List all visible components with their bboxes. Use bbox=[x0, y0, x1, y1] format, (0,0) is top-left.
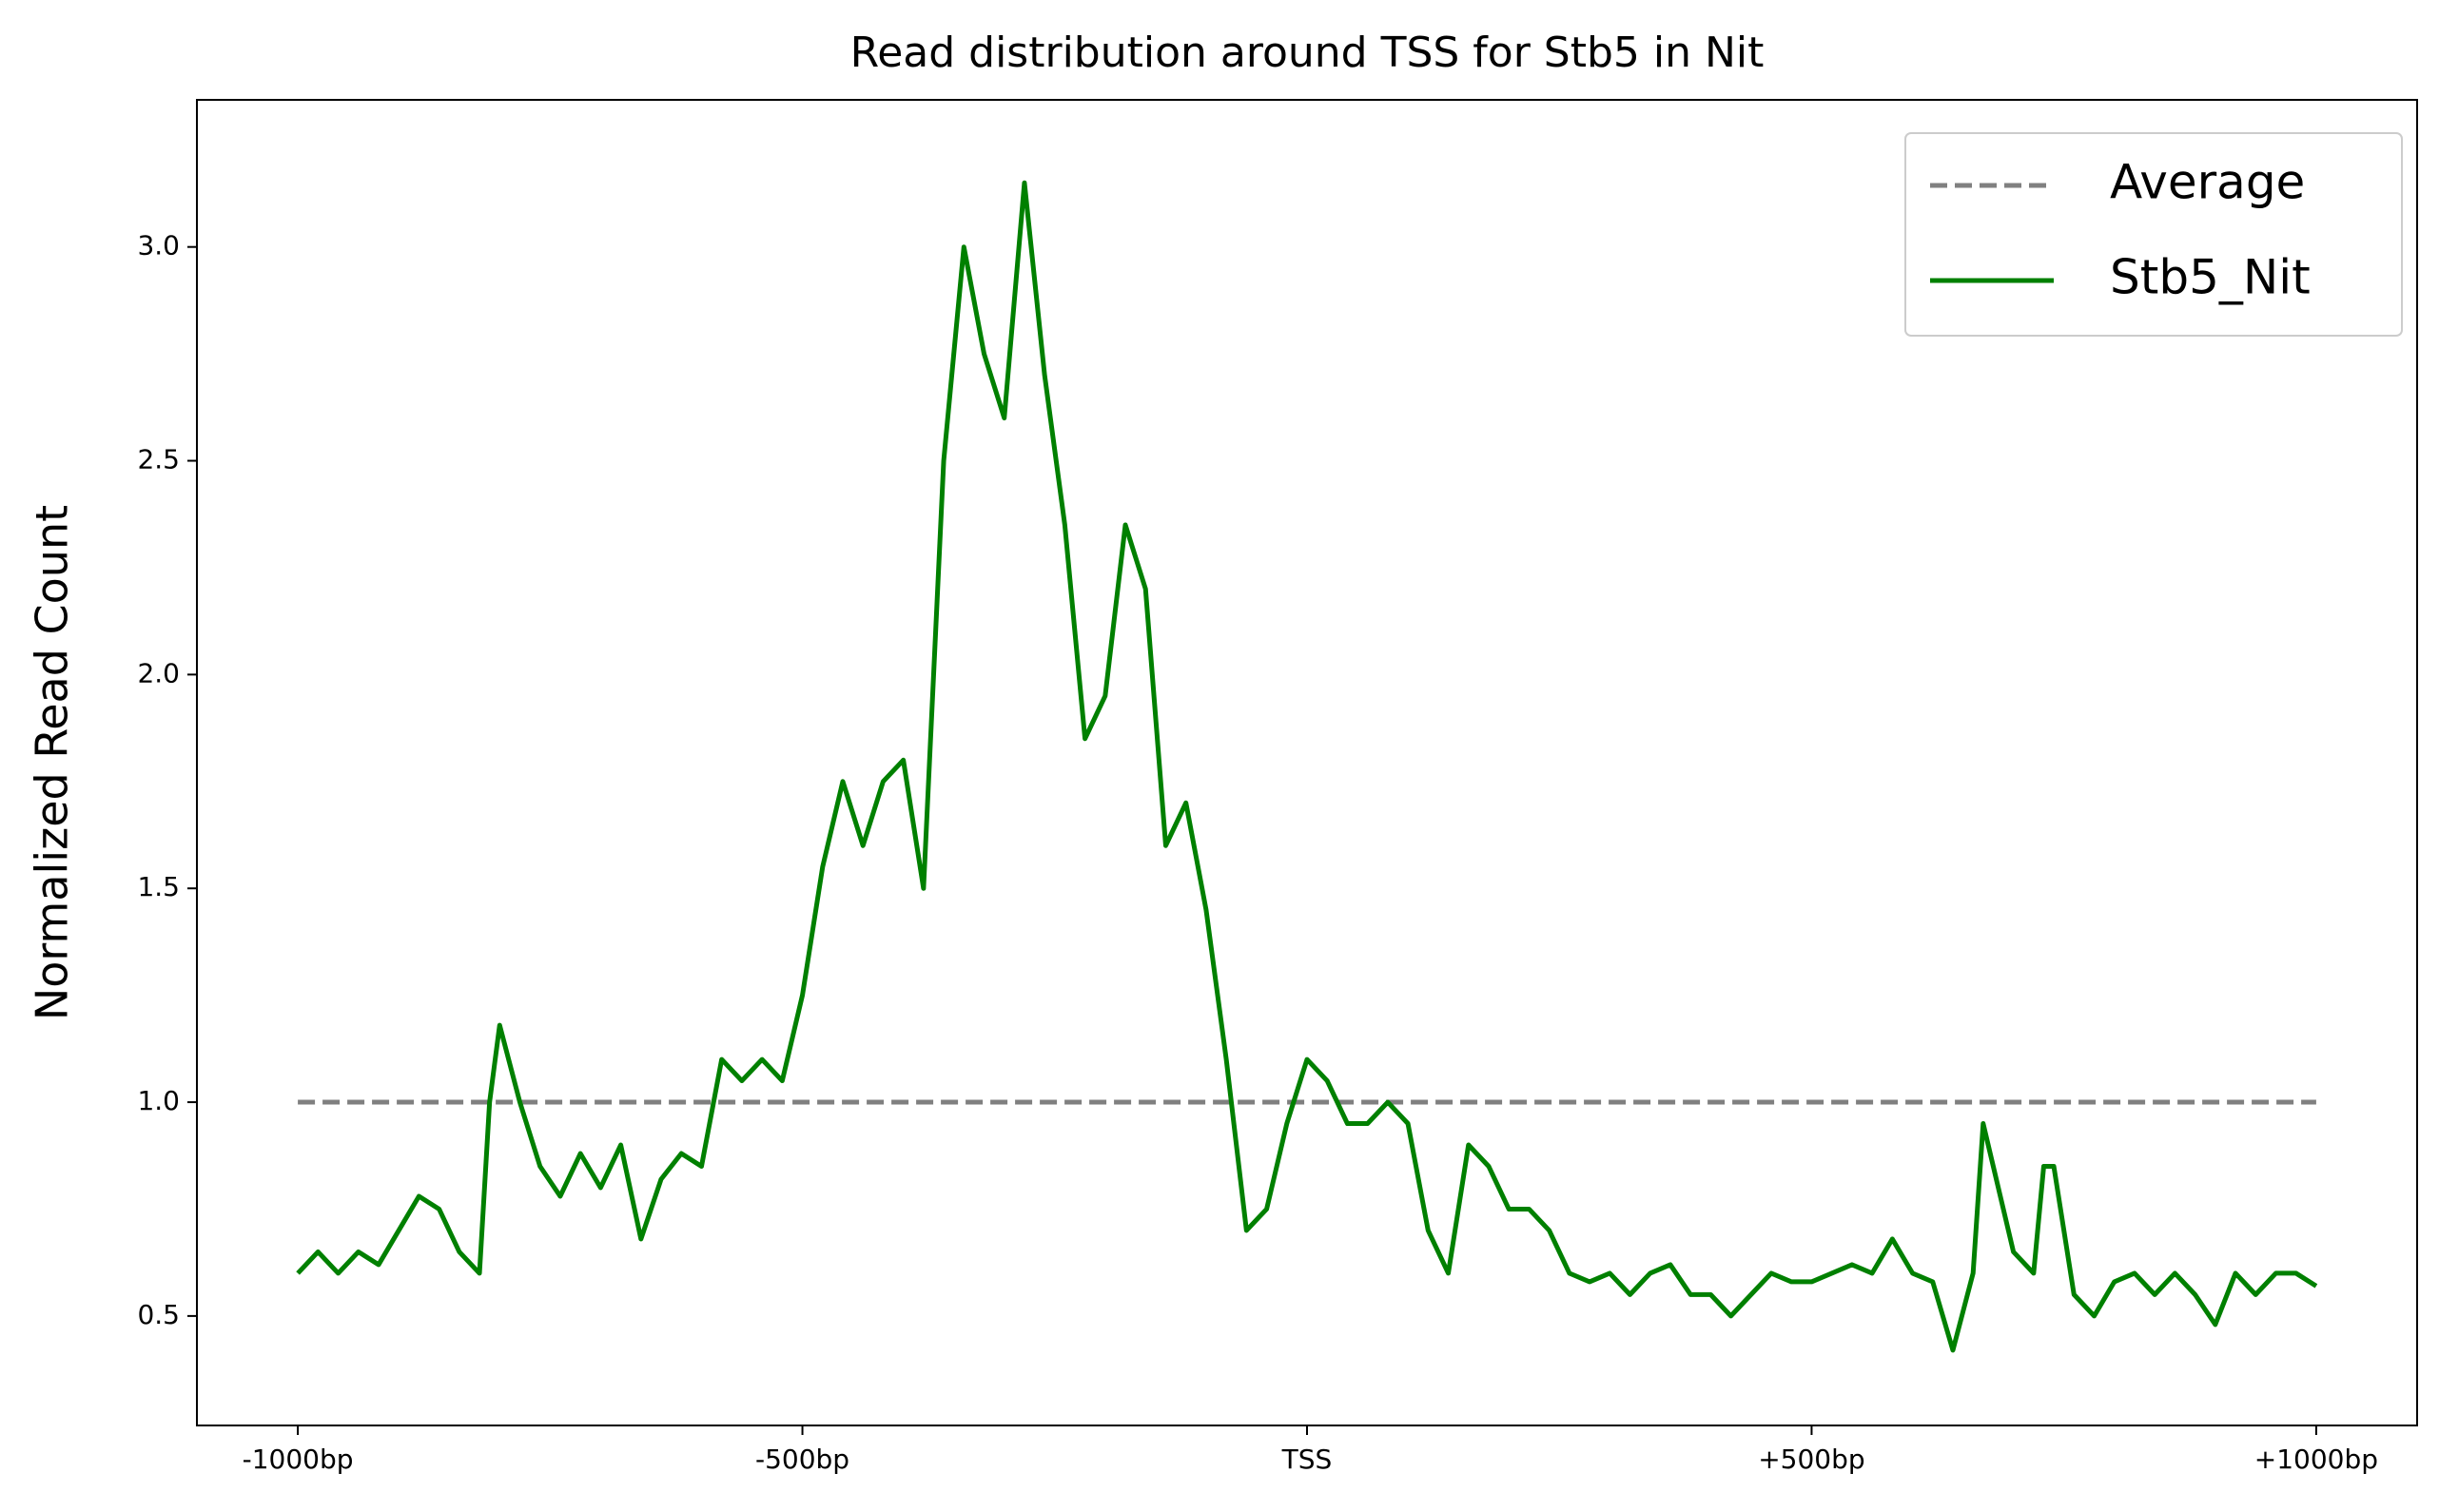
y-tick-label: 1.0 bbox=[137, 1085, 180, 1116]
legend-label: Average bbox=[2110, 155, 2305, 210]
y-tick-label: 3.0 bbox=[137, 230, 180, 262]
y-tick-label: 2.0 bbox=[137, 657, 180, 688]
x-tick-label: +1000bp bbox=[2254, 1444, 2378, 1475]
x-tick-label: -1000bp bbox=[243, 1444, 354, 1475]
x-tick-label: TSS bbox=[1281, 1444, 1333, 1475]
plot-frame bbox=[196, 99, 2418, 1426]
y-tick-label: 2.5 bbox=[137, 444, 180, 475]
y-axis-label: Normalized Read Count bbox=[27, 505, 78, 1020]
x-tick-label: +500bp bbox=[1758, 1444, 1864, 1475]
legend-label: Stb5_Nit bbox=[2110, 250, 2311, 305]
series-line bbox=[296, 180, 2318, 1353]
y-tick-label: 1.5 bbox=[137, 871, 180, 902]
x-tick-label: -500bp bbox=[755, 1444, 849, 1475]
y-tick-label: 0.5 bbox=[137, 1299, 180, 1330]
chart-title: Read distribution around TSS for Stb5 in… bbox=[850, 29, 1765, 77]
